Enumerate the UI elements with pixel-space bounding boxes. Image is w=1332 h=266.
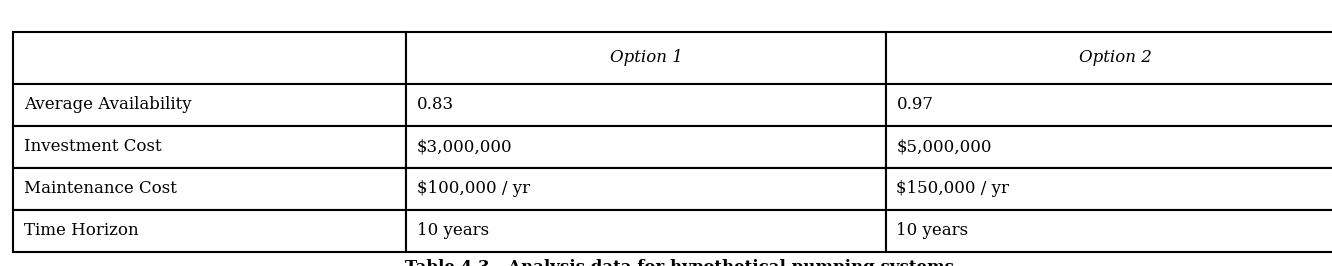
Bar [886,32,1332,84]
Bar [886,210,1332,252]
Text: 0.83: 0.83 [417,96,454,113]
Text: Maintenance Cost: Maintenance Cost [24,180,177,197]
Text: $100,000 / yr: $100,000 / yr [417,180,530,197]
Text: 0.97: 0.97 [896,96,934,113]
Bar [406,32,886,84]
Bar [406,210,886,252]
Bar [13,84,406,126]
Bar [406,126,886,168]
Bar [886,168,1332,210]
Text: Table 4.3 - Analysis data for hypothetical pumping systems: Table 4.3 - Analysis data for hypothetic… [405,259,954,266]
Bar [406,84,886,126]
Text: Option 2: Option 2 [1079,49,1152,66]
Text: $150,000 / yr: $150,000 / yr [896,180,1010,197]
Bar [13,210,406,252]
Text: Time Horizon: Time Horizon [24,222,139,239]
Text: 10 years: 10 years [896,222,968,239]
Text: $3,000,000: $3,000,000 [417,138,513,155]
Bar [13,126,406,168]
Text: Option 1: Option 1 [610,49,682,66]
Text: $5,000,000: $5,000,000 [896,138,992,155]
Bar [886,84,1332,126]
Bar [406,168,886,210]
Text: Average Availability: Average Availability [24,96,192,113]
Bar [886,126,1332,168]
Bar [13,32,406,84]
Text: Investment Cost: Investment Cost [24,138,161,155]
Bar [13,168,406,210]
Text: 10 years: 10 years [417,222,489,239]
